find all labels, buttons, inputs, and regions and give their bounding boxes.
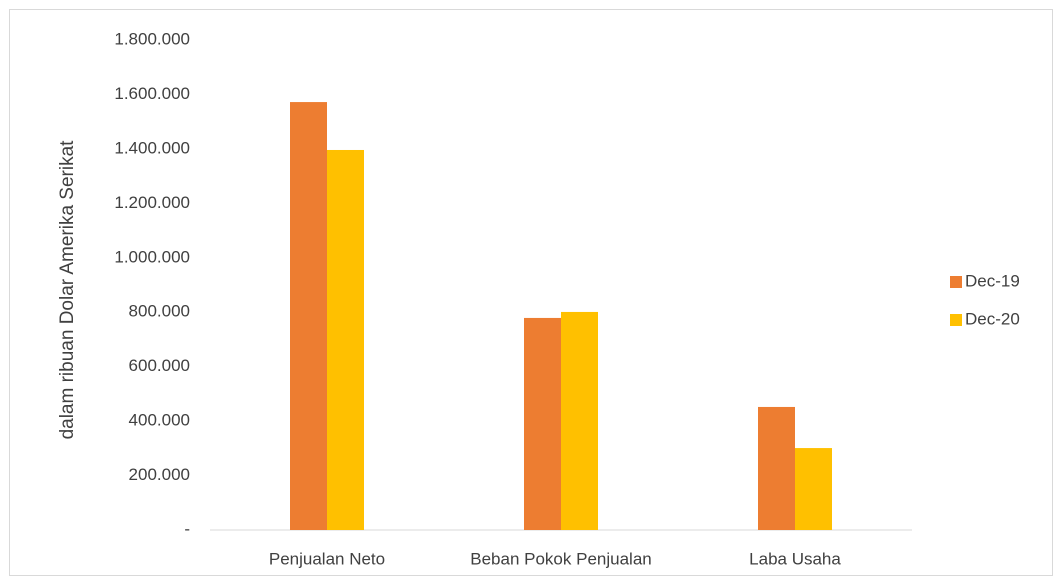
bar <box>795 448 832 530</box>
x-tick-label: Penjualan Neto <box>269 549 385 568</box>
legend-label: Dec-19 <box>965 271 1020 290</box>
bar <box>561 311 598 530</box>
y-tick-label: 1.400.000 <box>114 138 190 157</box>
y-tick-label: 1.200.000 <box>114 193 190 212</box>
y-tick-label: 800.000 <box>129 302 190 321</box>
y-tick-label: 200.000 <box>129 465 190 484</box>
bar <box>327 149 364 530</box>
legend-swatch <box>950 276 962 288</box>
legend-label: Dec-20 <box>965 309 1020 328</box>
y-tick-label: 1.600.000 <box>114 84 190 103</box>
y-tick-label: - <box>184 519 190 538</box>
y-tick-label: 400.000 <box>129 411 190 430</box>
y-tick-label: 1.000.000 <box>114 247 190 266</box>
y-tick-label: 600.000 <box>129 356 190 375</box>
legend-swatch <box>950 314 962 326</box>
x-tick-label: Beban Pokok Penjualan <box>470 549 651 568</box>
x-tick-label: Laba Usaha <box>749 549 841 568</box>
y-tick-label: 1.800.000 <box>114 29 190 48</box>
bar <box>524 317 561 530</box>
bar <box>290 102 327 531</box>
y-axis-title: dalam ribuan Dolar Amerika Serikat <box>57 140 78 440</box>
bar <box>758 406 795 530</box>
